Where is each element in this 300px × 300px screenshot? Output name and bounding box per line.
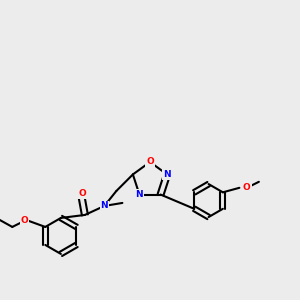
Text: N: N — [136, 190, 143, 199]
Text: O: O — [20, 216, 28, 225]
Text: O: O — [146, 158, 154, 166]
Text: N: N — [100, 201, 108, 210]
Text: O: O — [243, 183, 251, 192]
Text: O: O — [78, 189, 86, 198]
Text: N: N — [163, 170, 171, 179]
